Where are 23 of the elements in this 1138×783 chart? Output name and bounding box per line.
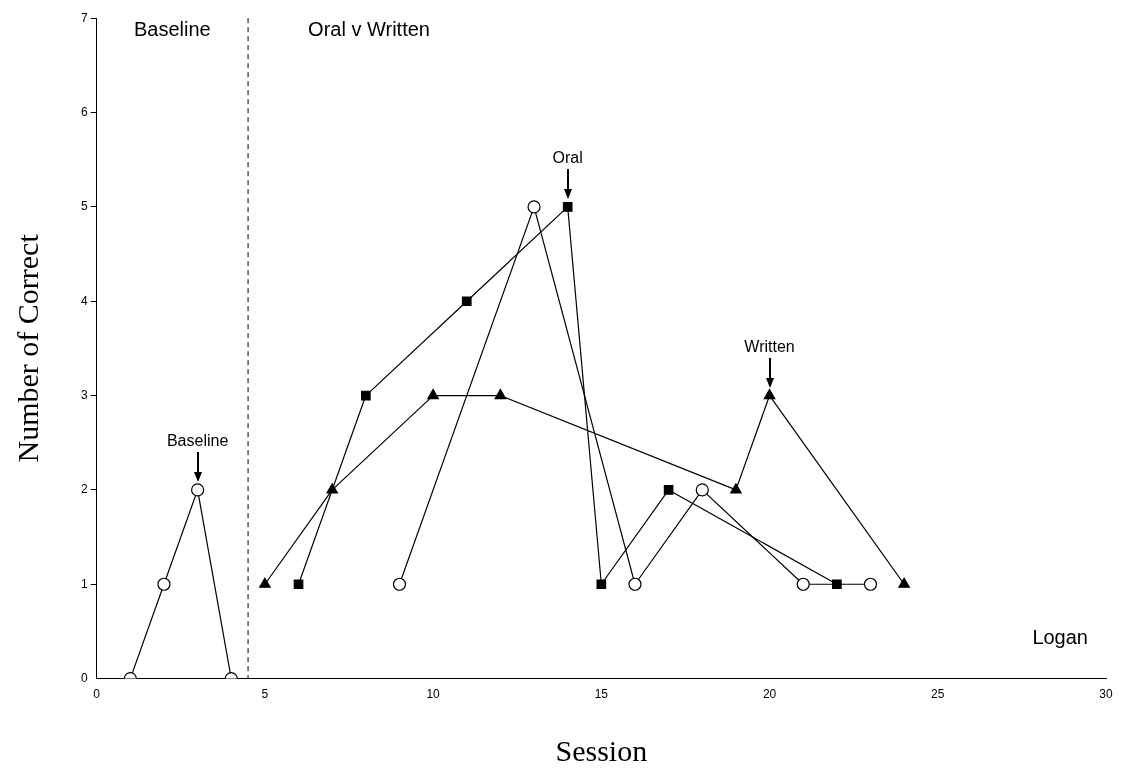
x-tick-label: 0 <box>93 687 101 702</box>
y-tick-label: 4 <box>80 293 88 308</box>
y-tick-label: 5 <box>80 199 88 214</box>
y-tick-label: 3 <box>80 387 88 402</box>
y-tick-label: 7 <box>80 10 88 25</box>
y-tick-label: 2 <box>80 482 88 497</box>
x-axis-title: Session <box>555 733 648 767</box>
x-tick-label: 30 <box>1099 687 1113 702</box>
annotation: Logan <box>1032 626 1088 649</box>
x-tick-label: 5 <box>261 687 269 702</box>
x-tick-label: 25 <box>931 687 945 702</box>
annotation: Baseline <box>134 17 211 40</box>
annotation: Written <box>744 337 795 355</box>
y-tick-label: 0 <box>80 670 88 685</box>
y-axis-title: Number of Correct <box>10 233 44 463</box>
annotation: Baseline <box>166 432 229 450</box>
annotation: Oral v Written <box>308 17 430 40</box>
y-tick-label: 1 <box>80 576 88 591</box>
x-tick-label: 15 <box>594 687 609 702</box>
x-tick-label: 10 <box>426 687 441 702</box>
x-tick-label: 20 <box>762 687 777 702</box>
y-tick-label: 6 <box>80 104 88 119</box>
annotation: Oral <box>552 149 583 167</box>
